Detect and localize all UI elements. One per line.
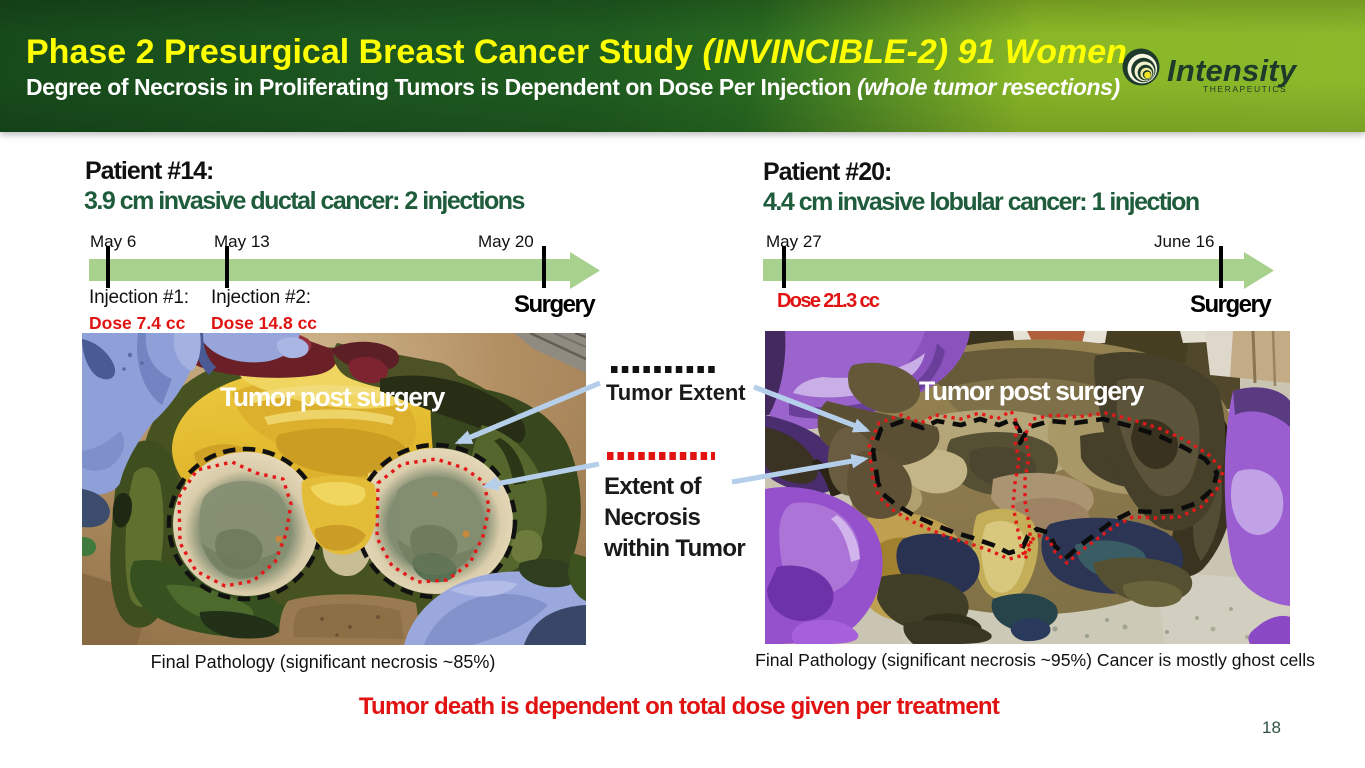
svg-text:Tumor post surgery: Tumor post surgery bbox=[220, 382, 446, 412]
svg-text:Tumor post surgery: Tumor post surgery bbox=[919, 376, 1145, 406]
